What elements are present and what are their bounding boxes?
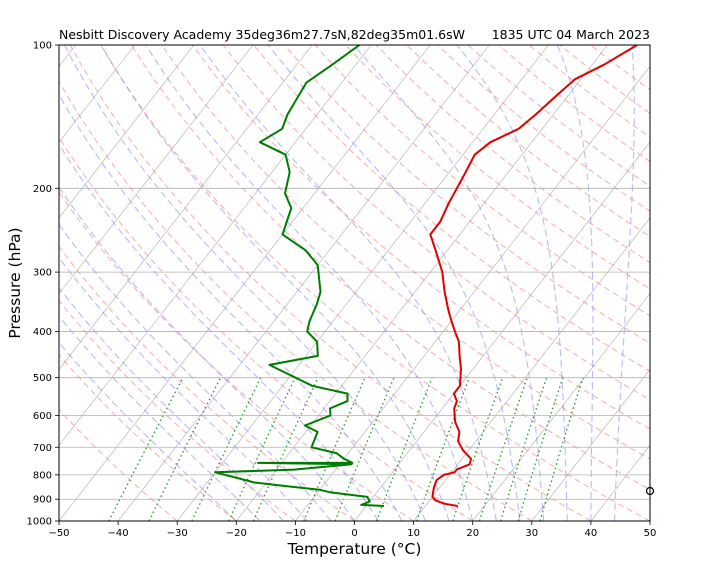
dry-adiabat-line (375, 45, 650, 264)
moist-adiabat-line (59, 143, 379, 521)
isotherm-line (236, 45, 608, 521)
y-tick-label: 800 (33, 470, 52, 481)
y-tick-label: 100 (33, 41, 52, 52)
y-tick-label: 500 (33, 373, 52, 384)
x-tick-label: 50 (644, 528, 657, 539)
temperature-trace (429, 45, 638, 507)
x-tick-label: 40 (585, 528, 598, 539)
dry-adiabat-line (222, 45, 650, 401)
x-tick-label: −20 (226, 528, 247, 539)
isotherm-line (117, 45, 490, 521)
dry-adiabat-line (314, 45, 650, 317)
dry-adiabat-line (283, 45, 650, 344)
mixing-ratio-line (499, 377, 548, 521)
moist-adiabat-line (59, 256, 308, 521)
chart-title-left: Nesbitt Discovery Academy 35deg36m27.7sN… (59, 27, 465, 42)
mixing-ratio-line (252, 377, 319, 521)
x-axis-label: Temperature (°C) (287, 540, 422, 558)
moist-adiabat-line (613, 45, 635, 521)
x-tick-label: −30 (167, 528, 188, 539)
dry-adiabat-line (498, 45, 650, 163)
dry-adiabat-line (59, 354, 237, 521)
mixing-ratio-line (415, 377, 471, 521)
x-tick-label: 0 (351, 528, 357, 539)
dry-adiabat-line (345, 45, 650, 290)
dry-adiabat-line (559, 45, 650, 115)
moist-adiabat-line (556, 45, 594, 521)
moist-adiabat-line (353, 45, 545, 521)
moist-adiabat-line (59, 315, 261, 521)
y-tick-label: 200 (33, 184, 52, 195)
isotherm-line (59, 45, 372, 446)
dewpoint-trace (214, 45, 384, 507)
dry-adiabat-line (406, 45, 650, 238)
isotherm-line (59, 45, 313, 370)
mixing-ratio-line (517, 377, 564, 521)
isotherm-line (472, 293, 650, 521)
moist-adiabat-line (267, 45, 521, 521)
mixing-ratio-line (539, 377, 584, 521)
x-tick-label: −10 (285, 528, 306, 539)
y-tick-label: 700 (33, 443, 52, 454)
moist-adiabat-line (100, 45, 450, 521)
dry-adiabat-line (59, 136, 473, 521)
isotherm-line (59, 45, 195, 219)
y-tick-label: 400 (33, 327, 52, 338)
moist-adiabat-line (59, 341, 237, 521)
moist-adiabat-line (145, 45, 474, 521)
dry-adiabat-line (437, 45, 650, 212)
moist-adiabat-line (59, 93, 403, 521)
dry-adiabat-line (59, 191, 414, 521)
x-tick-label: 30 (525, 528, 538, 539)
x-tick-label: −50 (48, 528, 69, 539)
y-tick-label: 1000 (27, 517, 52, 528)
isotherm-line (59, 45, 136, 143)
dry-adiabat-line (253, 45, 650, 372)
isotherm-line (354, 141, 650, 521)
isotherm-line (176, 45, 549, 521)
dry-adiabat-line (192, 45, 650, 430)
isotherm-line (531, 368, 650, 521)
dry-adiabat-line (59, 245, 355, 521)
y-tick-label: 900 (33, 495, 52, 506)
isotherm-line (709, 45, 716, 521)
moist-adiabat-line (456, 45, 568, 521)
isotherm-line (295, 65, 650, 521)
dry-adiabat-line (130, 45, 650, 491)
moist-adiabat-line (64, 45, 426, 521)
moist-adiabat-line (199, 45, 497, 521)
dry-adiabat-line (590, 45, 650, 91)
moist-adiabat-line (59, 186, 355, 521)
isotherm-line (59, 45, 254, 295)
y-tick-label: 600 (33, 411, 52, 422)
dry-adiabat-line (161, 45, 650, 460)
x-tick-label: −40 (108, 528, 129, 539)
mixing-ratio-line (478, 377, 528, 521)
y-tick-label: 300 (33, 268, 52, 279)
mixing-ratio-line (452, 377, 504, 521)
y-axis-label: Pressure (hPa) (6, 227, 24, 338)
isotherm-line (649, 520, 650, 521)
dry-adiabat-line (528, 45, 650, 138)
isotherm-line (590, 444, 650, 521)
dry-adiabat-line (59, 408, 178, 521)
mixing-ratio-line (228, 377, 296, 521)
mixing-ratio-line (375, 377, 433, 521)
dry-adiabat-line (69, 45, 592, 521)
mixing-ratio-line (334, 377, 395, 521)
isotherm-line (413, 217, 650, 521)
chart-title-right: 1835 UTC 04 March 2023 (491, 27, 650, 42)
moist-adiabat-line (59, 287, 284, 521)
dry-adiabat-line (100, 45, 650, 521)
isotherm-line (59, 45, 431, 521)
x-tick-label: 10 (407, 528, 420, 539)
mixing-ratio-line (303, 377, 366, 521)
x-tick-label: 20 (466, 528, 479, 539)
